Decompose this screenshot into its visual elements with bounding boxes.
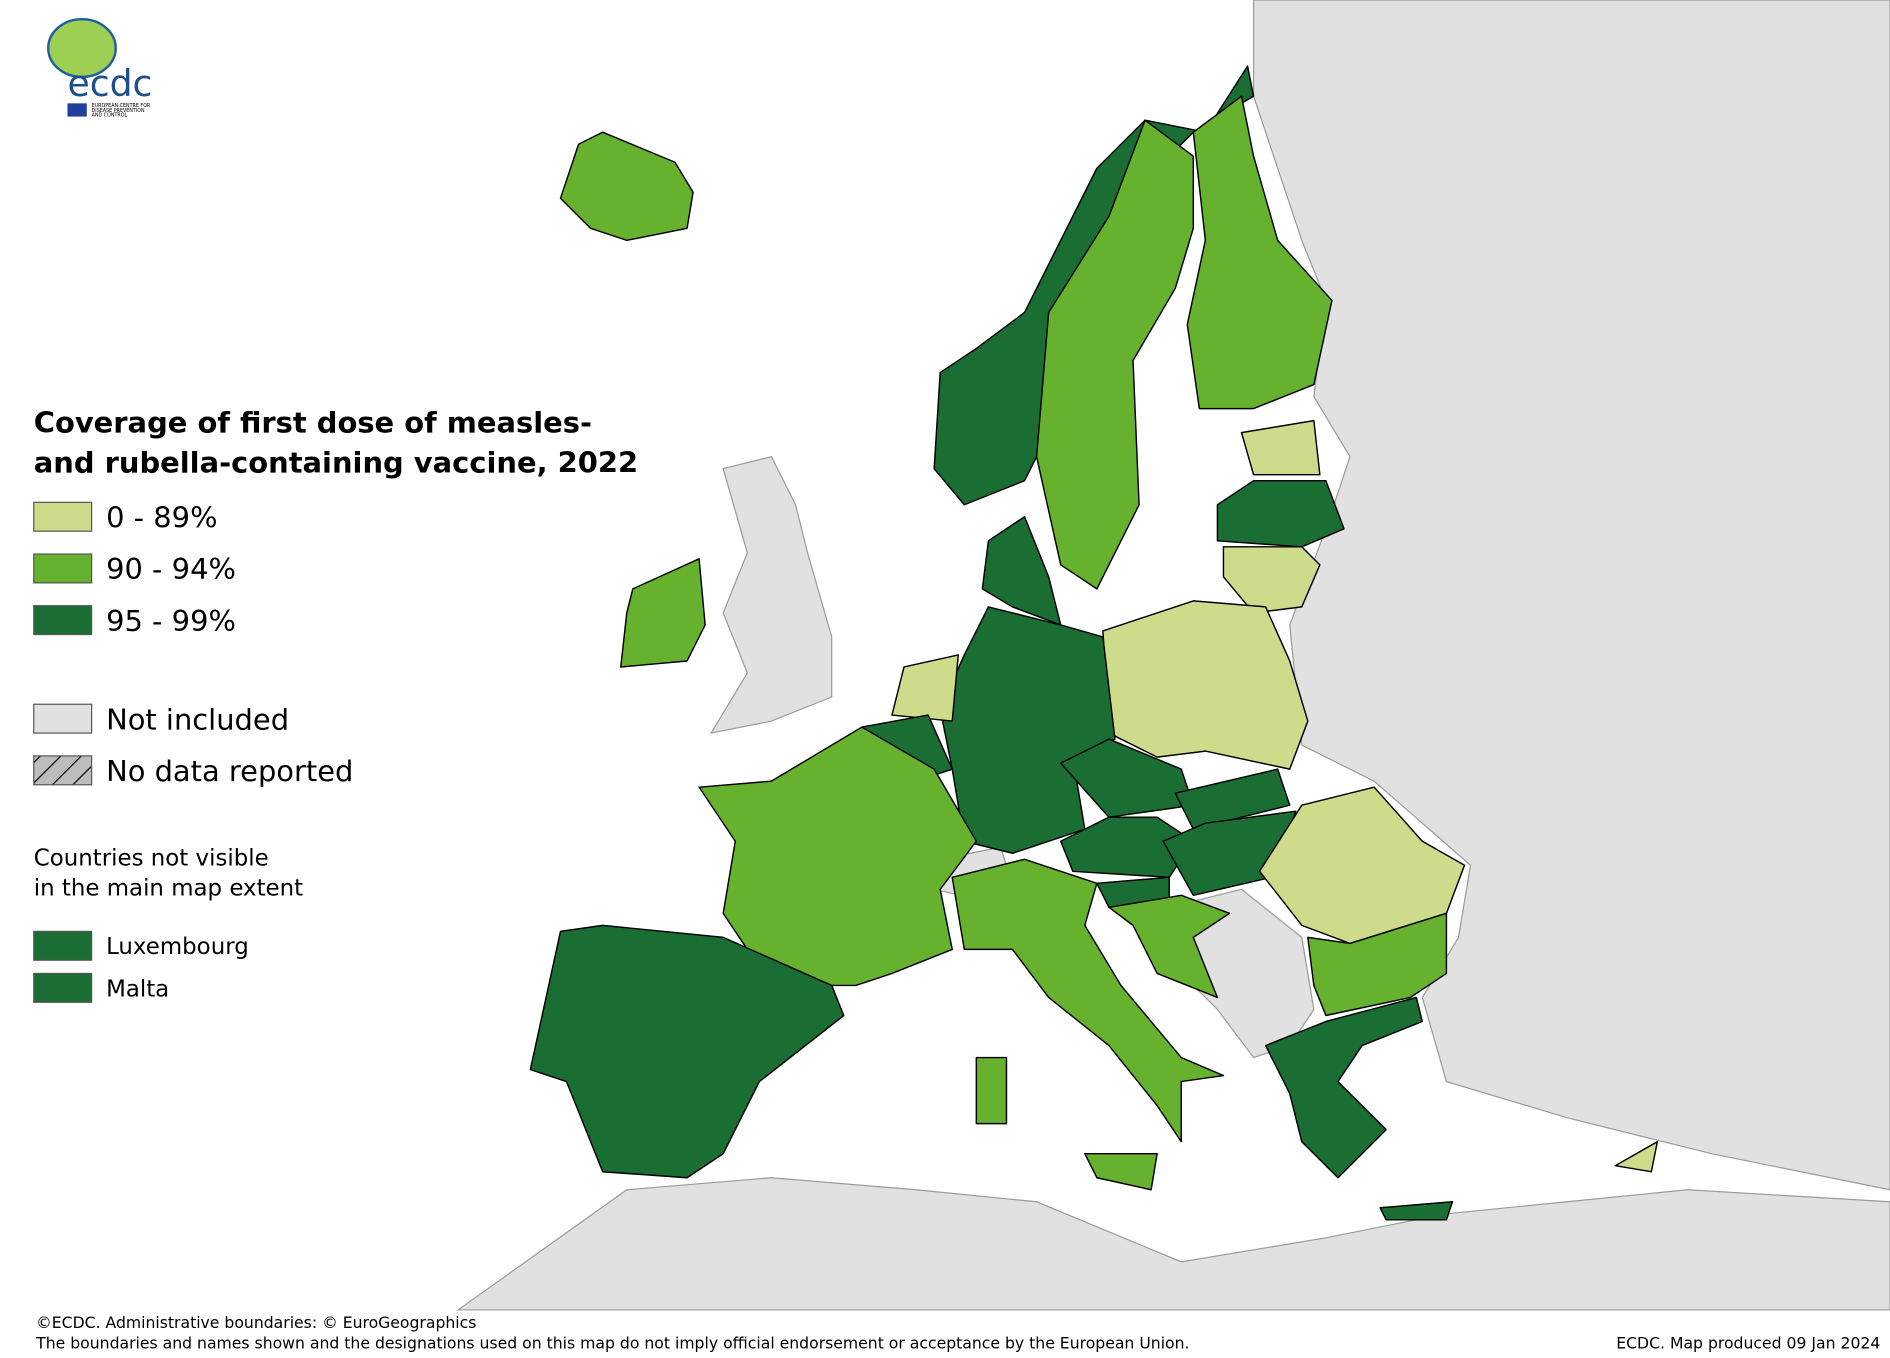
country-cyprus [1614,1140,1659,1173]
small-country-swatch [33,930,93,961]
country-italy [951,858,1225,1143]
small-country-swatch [33,972,93,1003]
country-bulgaria [1307,912,1448,1017]
footer-produced: ECDC. Map produced 09 Jan 2024 [1616,1333,1880,1352]
legend-swatch [33,703,93,734]
country-finland [1186,95,1333,410]
logo-subtitle: EUROPEAN CENTRE FOR [92,103,151,109]
country-estonia [1240,419,1321,476]
legend-swatch [33,553,93,584]
land-east [1252,0,1890,1191]
logo-globe [47,18,117,79]
country-crete [1379,1201,1454,1221]
logo-subtitle: DISEASE PREVENTION [92,108,145,114]
legend-label: No data reported [106,754,353,788]
country-germany [939,606,1116,854]
legend-label: 0 - 89% [106,501,217,535]
legend-note: in the main map extent [34,875,303,901]
legend-title: Coverage of first dose of measles- [34,406,592,440]
legend-title: and rubella-containing vaccine, 2022 [34,445,638,479]
country-sweden [1035,119,1195,590]
legend-label: 95 - 99% [106,604,236,638]
logo-subtitle: AND CONTROL [92,113,128,119]
logo: ecdc EUROPEAN CENTRE FOR DISEASE PREVENT… [47,18,153,119]
footer-disclaimer: The boundaries and names shown and the d… [35,1333,1189,1352]
legend-label: 90 - 94% [106,552,236,586]
country-lithuania [1222,546,1321,614]
country-netherlands [891,654,959,722]
small-country-label: Malta [106,976,169,1002]
country-ireland [620,558,706,668]
legend-swatch [33,755,93,786]
legend-label: Not included [106,703,289,737]
country-spain [529,924,845,1179]
land-africa [456,1177,1890,1311]
eu-flag [67,103,87,117]
country-croatia [1108,894,1231,999]
country-sicily [1084,1152,1158,1191]
land-uk [709,455,833,734]
legend-swatch [33,605,93,636]
logo-name: ecdc [68,62,153,105]
country-latvia [1216,479,1345,548]
map-layer [456,0,1890,1311]
country-slovakia [1174,768,1291,830]
footer: ©ECDC. Administrative boundaries: © Euro… [35,1313,1880,1352]
small-country-label: Luxembourg [106,934,249,960]
country-france [698,726,978,987]
country-iceland [559,131,694,242]
country-greece [1264,996,1424,1179]
legend-note: Countries not visible [34,845,269,871]
footer-credit: ©ECDC. Administrative boundaries: © Euro… [36,1313,476,1332]
country-romania [1258,786,1466,945]
country-czechia [1059,738,1195,818]
legend-swatch [33,501,93,532]
country-poland [1102,600,1309,770]
country-sardinia [975,1056,1008,1125]
legend: Coverage of first dose of measles- and r… [33,406,638,1003]
